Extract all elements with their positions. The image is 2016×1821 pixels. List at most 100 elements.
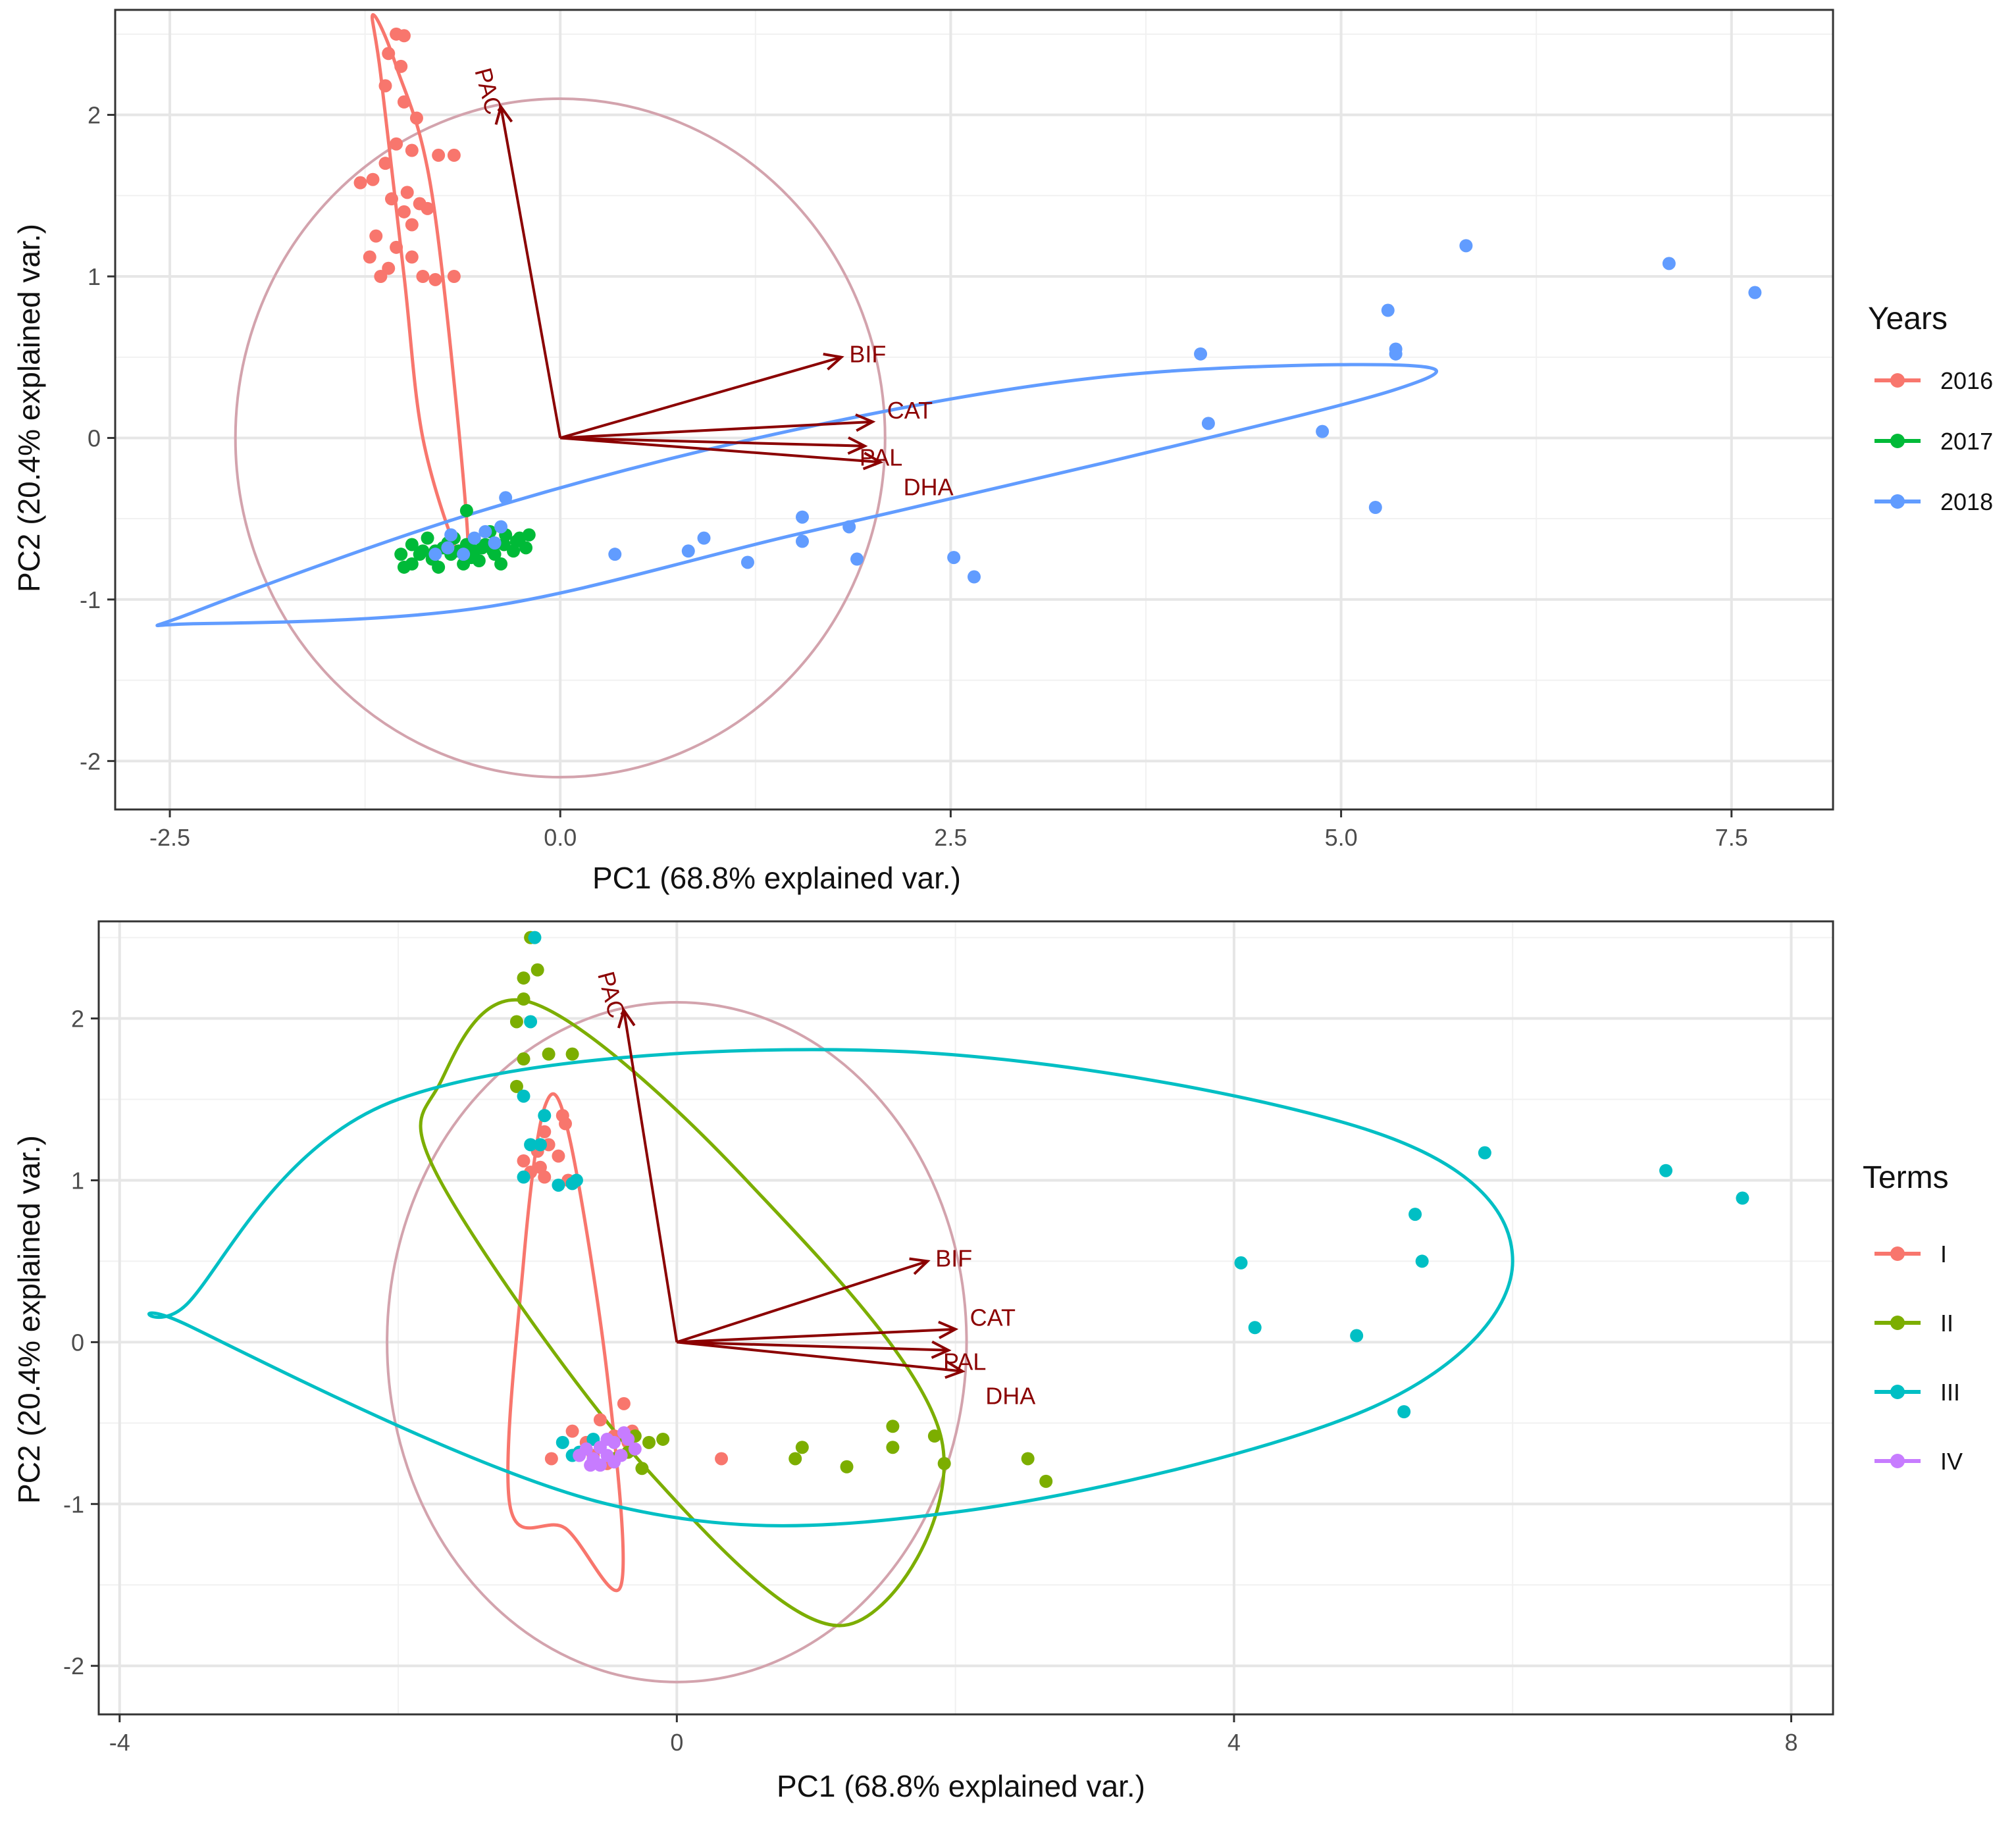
point-ii	[937, 1456, 951, 1470]
arrowhead-bif	[909, 1257, 931, 1275]
point-2018	[947, 551, 961, 565]
point-2018	[1381, 303, 1395, 317]
legend-label-iii: III	[1940, 1379, 1960, 1406]
y-axis-ticks: -2 -1 0 1 2	[80, 102, 115, 775]
arrowhead-pal	[931, 1340, 952, 1359]
legend-key-point	[1890, 373, 1905, 388]
point-2018	[1389, 347, 1403, 361]
point-2018	[968, 570, 981, 584]
point-iii	[524, 1138, 538, 1152]
y-tick-label: -2	[80, 748, 101, 775]
point-2018	[796, 534, 809, 548]
point-2016	[382, 261, 396, 275]
point-iii	[1415, 1254, 1429, 1268]
correlation-circle	[234, 97, 887, 779]
data-points	[353, 27, 1762, 584]
point-2017	[459, 503, 473, 517]
correlation-circle	[386, 1000, 968, 1683]
correlation-circle-path	[234, 97, 887, 779]
arrowhead-pac	[494, 103, 513, 125]
point-2018	[499, 491, 513, 505]
point-ii	[517, 992, 530, 1006]
point-2016	[447, 148, 461, 162]
arrowhead-pac	[617, 1007, 636, 1029]
point-ii	[1021, 1452, 1035, 1466]
point-ii	[517, 971, 530, 985]
point-iv	[617, 1426, 631, 1440]
y-tick-label: 0	[88, 424, 101, 451]
point-2018	[1662, 257, 1676, 270]
point-iii	[552, 1178, 565, 1192]
x-axis-title: PC1 (68.8% explained var.)	[777, 1769, 1145, 1803]
x-axis-ticks: -4 0 4 8	[109, 1714, 1798, 1756]
point-2018	[1459, 239, 1473, 253]
point-ii	[635, 1462, 649, 1475]
point-2017	[394, 548, 408, 561]
point-2016	[382, 47, 396, 61]
point-iii	[1397, 1405, 1411, 1419]
legend-title: Terms	[1863, 1160, 1949, 1195]
point-2016	[432, 148, 446, 162]
point-2016	[400, 186, 414, 199]
point-iv	[593, 1458, 607, 1472]
grid-lines	[99, 921, 1833, 1714]
point-2018	[428, 548, 442, 561]
point-2016	[378, 79, 392, 93]
loading-label-dha: DHA	[985, 1383, 1035, 1410]
y-tick-label: 1	[88, 263, 101, 290]
point-i	[552, 1149, 565, 1163]
arrow-pac	[622, 1010, 679, 1343]
arrow-pal	[560, 436, 865, 448]
x-axis-title: PC1 (68.8% explained var.)	[592, 861, 961, 895]
point-2016	[397, 95, 411, 109]
point-2016	[428, 272, 442, 286]
point-2017	[507, 544, 521, 558]
loading-label-cat: CAT	[887, 397, 933, 424]
point-2018	[697, 531, 711, 545]
point-2018	[457, 548, 471, 561]
ellipse-2018	[155, 363, 1438, 627]
point-i	[559, 1117, 573, 1131]
point-i	[538, 1125, 552, 1139]
point-iii	[1736, 1191, 1749, 1205]
arrow-bif	[559, 355, 842, 440]
point-ii	[927, 1429, 941, 1443]
x-axis-ticks: -2.5 0.0 2.5 5.0 7.5	[149, 809, 1748, 851]
point-2017	[413, 548, 426, 561]
point-2017	[494, 557, 508, 571]
point-2018	[740, 555, 754, 569]
arrowhead-pal	[847, 436, 868, 455]
point-ii	[1039, 1474, 1053, 1488]
point-ii	[795, 1441, 809, 1454]
legend-label-2017: 2017	[1940, 428, 1993, 455]
point-2017	[432, 560, 446, 574]
plot-frame	[114, 9, 1834, 811]
y-tick-label: 0	[71, 1329, 84, 1356]
arrowhead-bif	[823, 353, 844, 371]
y-axis-ticks: -2 -1 0 1 2	[63, 1006, 99, 1680]
x-tick-label: 2.5	[934, 824, 967, 851]
point-2016	[394, 59, 408, 73]
point-ii	[642, 1435, 656, 1449]
point-2016	[353, 176, 367, 190]
plot-frame	[97, 920, 1834, 1716]
ellipse-i	[506, 1092, 625, 1593]
legend-key-point	[1890, 1316, 1905, 1330]
point-ii	[517, 1052, 530, 1066]
arrow-cat	[677, 1327, 956, 1344]
correlation-circle-path	[386, 1000, 968, 1683]
point-iii	[517, 1089, 530, 1103]
confidence-ellipses	[147, 998, 1514, 1628]
ellipse-iii	[147, 1048, 1514, 1527]
point-2017	[405, 538, 419, 551]
point-iii	[1248, 1321, 1262, 1335]
loading-label-bif: BIF	[935, 1244, 972, 1271]
legend-key-point	[1890, 1246, 1905, 1261]
loading-label-bif: BIF	[849, 341, 886, 368]
point-ii	[565, 1047, 579, 1061]
point-2017	[421, 531, 434, 545]
legend-key-point	[1890, 1385, 1905, 1399]
